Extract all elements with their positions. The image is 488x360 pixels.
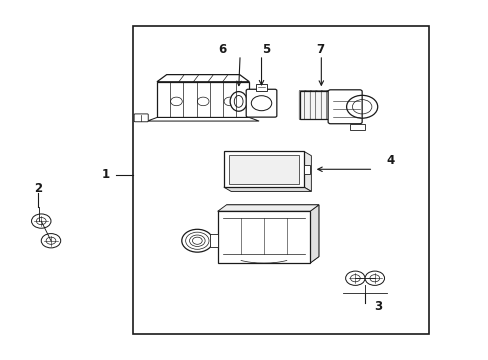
Polygon shape (147, 117, 259, 121)
Ellipse shape (230, 91, 246, 111)
Polygon shape (217, 205, 318, 211)
Circle shape (36, 217, 46, 225)
Polygon shape (309, 205, 318, 263)
Bar (132, 26, 428, 334)
Text: 3: 3 (373, 300, 382, 313)
FancyBboxPatch shape (326, 90, 333, 120)
Circle shape (41, 234, 61, 248)
FancyBboxPatch shape (134, 114, 148, 122)
FancyBboxPatch shape (321, 90, 327, 120)
FancyBboxPatch shape (245, 89, 276, 117)
Circle shape (345, 271, 365, 285)
Bar (299, 91, 332, 119)
Bar (210, 234, 217, 247)
FancyBboxPatch shape (247, 95, 263, 111)
Circle shape (365, 271, 384, 285)
Polygon shape (157, 82, 249, 117)
Text: 7: 7 (315, 43, 323, 56)
Circle shape (369, 275, 379, 282)
Polygon shape (349, 124, 364, 130)
Bar (224, 152, 304, 187)
FancyBboxPatch shape (327, 90, 362, 124)
Polygon shape (304, 152, 311, 192)
Ellipse shape (234, 95, 243, 107)
Circle shape (31, 214, 51, 228)
Polygon shape (224, 187, 311, 192)
Text: 6: 6 (218, 43, 226, 56)
Circle shape (182, 229, 212, 252)
Text: 2: 2 (34, 183, 42, 195)
FancyBboxPatch shape (315, 90, 322, 120)
Bar (256, 84, 266, 91)
Bar (217, 211, 309, 263)
Text: 1: 1 (102, 168, 110, 181)
Circle shape (350, 275, 360, 282)
Bar (304, 165, 309, 174)
Circle shape (46, 237, 56, 244)
Polygon shape (157, 75, 249, 82)
FancyBboxPatch shape (299, 90, 305, 120)
FancyBboxPatch shape (304, 90, 311, 120)
FancyBboxPatch shape (309, 90, 317, 120)
Bar (228, 155, 299, 184)
Text: 5: 5 (262, 43, 270, 56)
Text: 4: 4 (386, 154, 394, 167)
